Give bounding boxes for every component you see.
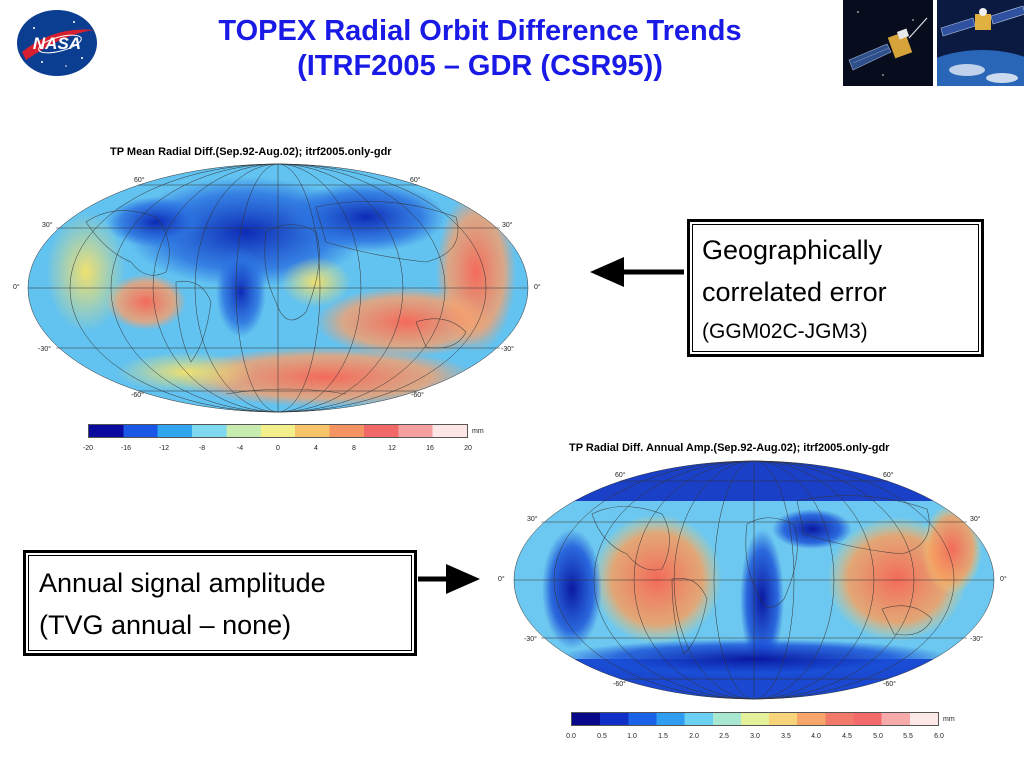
amp-colorbar-tick-1: 0.5 [597, 733, 607, 740]
mean-map-lat-label-60s-left: -60° [131, 392, 144, 399]
mean-map-lat-label-0-right: 0° [534, 284, 541, 291]
mean-map-colorbar [88, 424, 468, 438]
geo-note-line-3: (GGM02C-JGM3) [702, 320, 868, 343]
amp-colorbar-tick-6: 3.0 [750, 733, 760, 740]
amp-colorbar-tick-5: 2.5 [719, 733, 729, 740]
mean-colorbar-tick-7: 8 [352, 445, 356, 452]
mean-colorbar-tick-5: 0 [276, 445, 280, 452]
mean-colorbar-tick-2: -12 [158, 445, 170, 452]
annual-amplitude-map [513, 460, 995, 700]
amp-colorbar-tick-12: 6.0 [934, 733, 944, 740]
nasa-logo-text: NASA [33, 34, 81, 53]
mean-colorbar-tick-4: -4 [236, 445, 244, 452]
mean-map-lat-label-60n-right: 60° [410, 177, 421, 184]
amp-map-lat-label-30n-left: 30° [527, 516, 538, 523]
amp-map-lat-label-0-left: 0° [498, 576, 505, 583]
amp-map-lat-label-60s-right: -60° [883, 681, 896, 688]
amp-map-lat-label-60n-right: 60° [883, 472, 894, 479]
mean-colorbar-tick-8: 12 [388, 445, 396, 452]
page-title: TOPEX Radial Orbit Difference Trends (IT… [150, 14, 810, 84]
mean-colorbar-tick-3: -8 [198, 445, 206, 452]
arrow-right-icon [418, 564, 480, 594]
amp-map-lat-label-0-right: 0° [1000, 576, 1007, 583]
annual-note-line-1: Annual signal amplitude [39, 568, 326, 598]
mean-colorbar-tick-10: 20 [464, 445, 472, 452]
mean-radial-diff-map [27, 163, 529, 413]
amp-colorbar-tick-7: 3.5 [781, 733, 791, 740]
mean-map-lat-label-60n-left: 60° [134, 177, 145, 184]
geo-error-note: Geographically correlated error (GGM02C-… [687, 219, 984, 357]
mean-map-lat-label-60s-right: -60° [411, 392, 424, 399]
amp-map-lat-label-60s-left: -60° [613, 681, 626, 688]
amp-map-title: TP Radial Diff. Annual Amp.(Sep.92-Aug.0… [569, 442, 890, 454]
amp-colorbar-tick-2: 1.0 [627, 733, 637, 740]
amp-map-colorbar-unit: mm [943, 716, 955, 723]
amp-map-lat-label-60n-left: 60° [615, 472, 626, 479]
amp-colorbar-tick-4: 2.0 [689, 733, 699, 740]
page-title-line-2: (ITRF2005 – GDR (CSR95)) [297, 50, 663, 82]
amp-colorbar-tick-11: 5.5 [903, 733, 913, 740]
amp-colorbar-tick-9: 4.5 [842, 733, 852, 740]
page-title-line-1: TOPEX Radial Orbit Difference Trends [218, 15, 742, 47]
geo-note-line-1: Geographically [702, 235, 883, 265]
amp-colorbar-tick-10: 5.0 [873, 733, 883, 740]
mean-colorbar-tick-9: 16 [426, 445, 434, 452]
mean-map-title: TP Mean Radial Diff.(Sep.92-Aug.02); itr… [110, 146, 392, 158]
arrow-left-icon [590, 257, 684, 287]
amp-map-lat-label-30n-right: 30° [970, 516, 981, 523]
mean-map-lat-label-30s-left: -30° [38, 346, 51, 353]
satellite-photo-topex [843, 0, 933, 86]
annual-amplitude-note: Annual signal amplitude (TVG annual – no… [23, 550, 417, 656]
amp-map-lat-label-30s-left: -30° [524, 636, 537, 643]
geo-note-line-2: correlated error [702, 277, 887, 307]
satellite-photo-jason [937, 0, 1024, 86]
mean-map-lat-label-30n-left: 30° [42, 222, 53, 229]
amp-colorbar-tick-0: 0.0 [566, 733, 576, 740]
mean-colorbar-tick-1: -16 [120, 445, 132, 452]
mean-map-lat-label-0-left: 0° [13, 284, 20, 291]
amp-map-colorbar [571, 712, 939, 726]
amp-colorbar-tick-8: 4.0 [811, 733, 821, 740]
mean-colorbar-tick-0: -20 [82, 445, 94, 452]
amp-colorbar-tick-3: 1.5 [658, 733, 668, 740]
mean-map-lat-label-30n-right: 30° [502, 222, 513, 229]
nasa-logo: NASA [17, 10, 97, 76]
mean-colorbar-tick-6: 4 [314, 445, 318, 452]
mean-map-lat-label-30s-right: -30° [501, 346, 514, 353]
mean-map-colorbar-unit: mm [472, 428, 484, 435]
annual-note-line-2: (TVG annual – none) [39, 610, 292, 640]
amp-map-lat-label-30s-right: -30° [970, 636, 983, 643]
